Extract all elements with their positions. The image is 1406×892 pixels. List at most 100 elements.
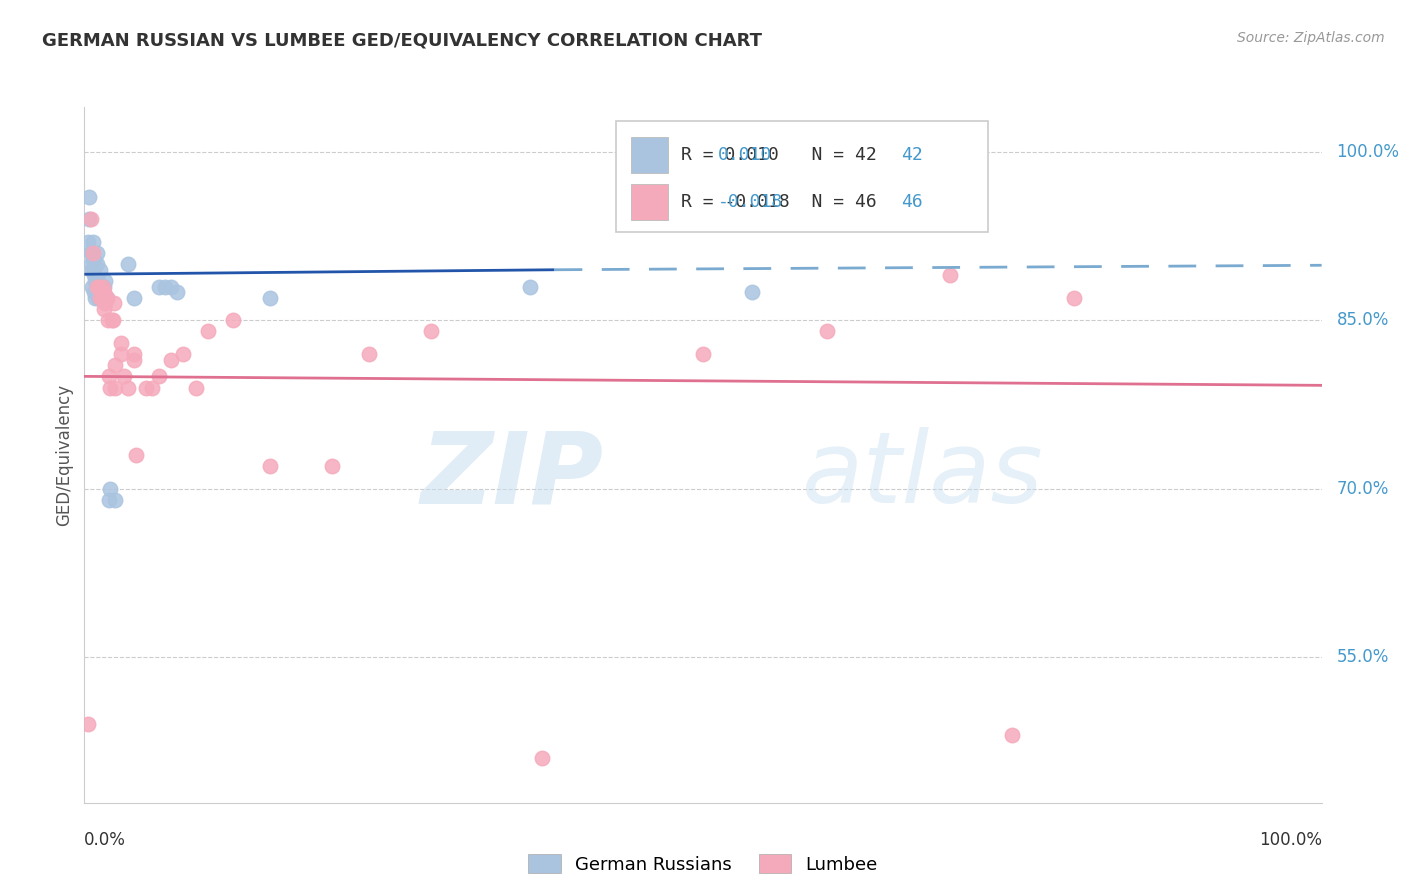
Point xyxy=(101,313,124,327)
Text: 0.010: 0.010 xyxy=(718,146,772,164)
Point xyxy=(93,291,115,305)
Point xyxy=(94,274,117,288)
Text: 70.0%: 70.0% xyxy=(1337,480,1389,498)
Legend: German Russians, Lumbee: German Russians, Lumbee xyxy=(529,855,877,874)
Point xyxy=(79,257,101,271)
Point xyxy=(94,296,117,310)
Text: 100.0%: 100.0% xyxy=(1337,143,1399,161)
Point xyxy=(122,291,145,305)
Text: Source: ZipAtlas.com: Source: ZipAtlas.com xyxy=(1237,31,1385,45)
Point xyxy=(80,279,103,293)
Point xyxy=(98,369,121,384)
Point xyxy=(148,279,170,293)
Point xyxy=(104,358,127,372)
Point xyxy=(222,313,245,327)
Point xyxy=(1001,729,1024,743)
Text: R = -0.018  N = 46: R = -0.018 N = 46 xyxy=(681,193,876,211)
Point xyxy=(172,347,194,361)
Point xyxy=(419,325,441,339)
Point xyxy=(321,459,343,474)
Point xyxy=(89,291,111,305)
Text: 42: 42 xyxy=(901,146,922,164)
Point xyxy=(110,335,132,350)
Point xyxy=(103,296,125,310)
Point xyxy=(79,246,101,260)
Point xyxy=(82,252,104,266)
Point xyxy=(80,246,103,260)
Point xyxy=(83,268,105,283)
Point xyxy=(93,301,115,316)
FancyBboxPatch shape xyxy=(616,121,987,232)
Point xyxy=(135,381,157,395)
Point xyxy=(89,279,111,293)
Point xyxy=(166,285,188,300)
Point xyxy=(104,492,127,507)
Point xyxy=(83,285,105,300)
Point xyxy=(82,235,104,249)
Point xyxy=(97,313,120,327)
FancyBboxPatch shape xyxy=(631,184,668,219)
Point xyxy=(82,262,104,277)
Point xyxy=(86,279,108,293)
Point xyxy=(79,190,101,204)
Point xyxy=(519,279,541,293)
Point xyxy=(160,279,183,293)
Point xyxy=(117,381,139,395)
Point xyxy=(79,212,101,227)
Text: 0.0%: 0.0% xyxy=(84,830,127,848)
Point xyxy=(160,352,183,367)
Point xyxy=(79,212,101,227)
Point xyxy=(728,190,751,204)
Point xyxy=(692,347,714,361)
Text: 85.0%: 85.0% xyxy=(1337,311,1389,329)
Point xyxy=(84,274,107,288)
Point xyxy=(148,369,170,384)
FancyBboxPatch shape xyxy=(631,137,668,173)
Point xyxy=(153,279,176,293)
Text: 46: 46 xyxy=(901,193,922,211)
Point xyxy=(96,291,118,305)
Point xyxy=(89,285,111,300)
Point xyxy=(112,369,135,384)
Point xyxy=(104,381,127,395)
Y-axis label: GED/Equivalency: GED/Equivalency xyxy=(55,384,73,526)
Text: atlas: atlas xyxy=(801,427,1043,524)
Point xyxy=(98,492,121,507)
Point xyxy=(91,279,114,293)
Point xyxy=(89,279,111,293)
Point xyxy=(77,717,100,731)
Point xyxy=(84,291,107,305)
Point xyxy=(357,347,380,361)
Point xyxy=(531,751,554,765)
Point xyxy=(80,262,103,277)
Point xyxy=(122,347,145,361)
Point xyxy=(86,257,108,271)
Point xyxy=(93,285,115,300)
Text: GERMAN RUSSIAN VS LUMBEE GED/EQUIVALENCY CORRELATION CHART: GERMAN RUSSIAN VS LUMBEE GED/EQUIVALENCY… xyxy=(42,31,762,49)
Point xyxy=(96,291,118,305)
Point xyxy=(82,246,104,260)
Point xyxy=(100,313,122,327)
Point xyxy=(741,285,763,300)
Point xyxy=(939,268,962,283)
Point xyxy=(77,235,100,249)
Point xyxy=(125,448,148,462)
Point xyxy=(141,381,163,395)
Point xyxy=(91,279,114,293)
Point xyxy=(259,291,281,305)
Point xyxy=(87,274,110,288)
Text: R = 0.010   N = 42: R = 0.010 N = 42 xyxy=(681,146,876,164)
Point xyxy=(93,279,115,293)
Point xyxy=(90,291,112,305)
Point xyxy=(89,262,111,277)
Point xyxy=(815,325,838,339)
Text: 55.0%: 55.0% xyxy=(1337,648,1389,666)
Point xyxy=(197,325,219,339)
Point xyxy=(1063,291,1085,305)
Point xyxy=(87,291,110,305)
Point xyxy=(122,352,145,367)
Point xyxy=(110,347,132,361)
Text: 100.0%: 100.0% xyxy=(1258,830,1322,848)
Point xyxy=(86,246,108,260)
Point xyxy=(184,381,207,395)
